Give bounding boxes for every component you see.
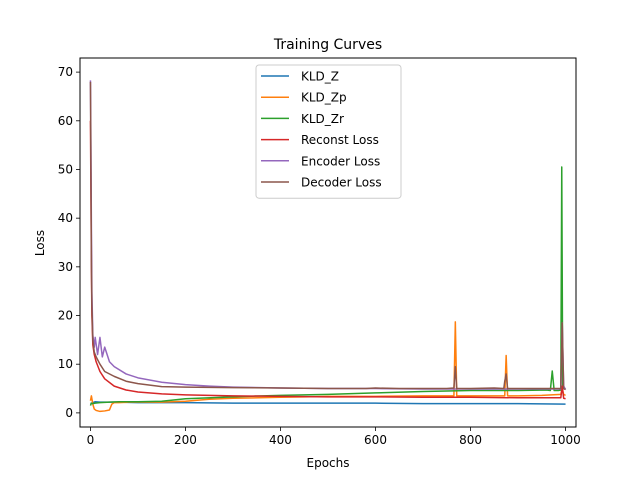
- y-tick-label: 70: [58, 65, 73, 79]
- x-tick-label: 1000: [550, 433, 581, 447]
- series-line-kld-zr: [89, 166, 566, 406]
- y-tick-label: 10: [58, 357, 73, 371]
- chart-title: Training Curves: [273, 37, 382, 53]
- axis-ticks: 0 200 400 600 800 1000 0 10 20 30 40 50 60 70: [58, 65, 581, 447]
- legend-label-kld-zp: KLD_Zp: [301, 91, 347, 105]
- legend-box: [255, 64, 402, 199]
- x-tick-label: 600: [364, 433, 387, 447]
- series-line-decoder-loss: [89, 81, 566, 391]
- y-axis-label: Loss: [33, 230, 47, 256]
- x-tick-label: 0: [87, 433, 95, 447]
- y-tick-label: 60: [58, 114, 73, 128]
- y-tick-label: 50: [58, 162, 73, 176]
- series-line-kld-z: [90, 400, 566, 405]
- y-tick-label: 0: [65, 406, 73, 420]
- y-tick-label: 20: [58, 309, 73, 323]
- legend-label-decoder-loss: Decoder Loss: [301, 176, 382, 190]
- legend: KLD_Z KLD_Zp KLD_Zr Reconst Loss Encoder Los…: [255, 64, 402, 199]
- x-tick-label: 800: [459, 433, 482, 447]
- axes-frame: [79, 57, 577, 428]
- legend-label-reconst-loss: Reconst Loss: [301, 133, 379, 147]
- x-axis-label: Epochs: [307, 456, 350, 470]
- x-tick-label: 400: [269, 433, 292, 447]
- legend-label-kld-zr: KLD_Zr: [301, 112, 344, 126]
- legend-label-kld-z: KLD_Z: [301, 70, 339, 84]
- legend-label-encoder-loss: Encoder Loss: [301, 154, 380, 168]
- plot-area: [89, 80, 567, 413]
- y-tick-label: 40: [58, 211, 73, 225]
- y-tick-label: 30: [58, 260, 73, 274]
- x-tick-label: 200: [174, 433, 197, 447]
